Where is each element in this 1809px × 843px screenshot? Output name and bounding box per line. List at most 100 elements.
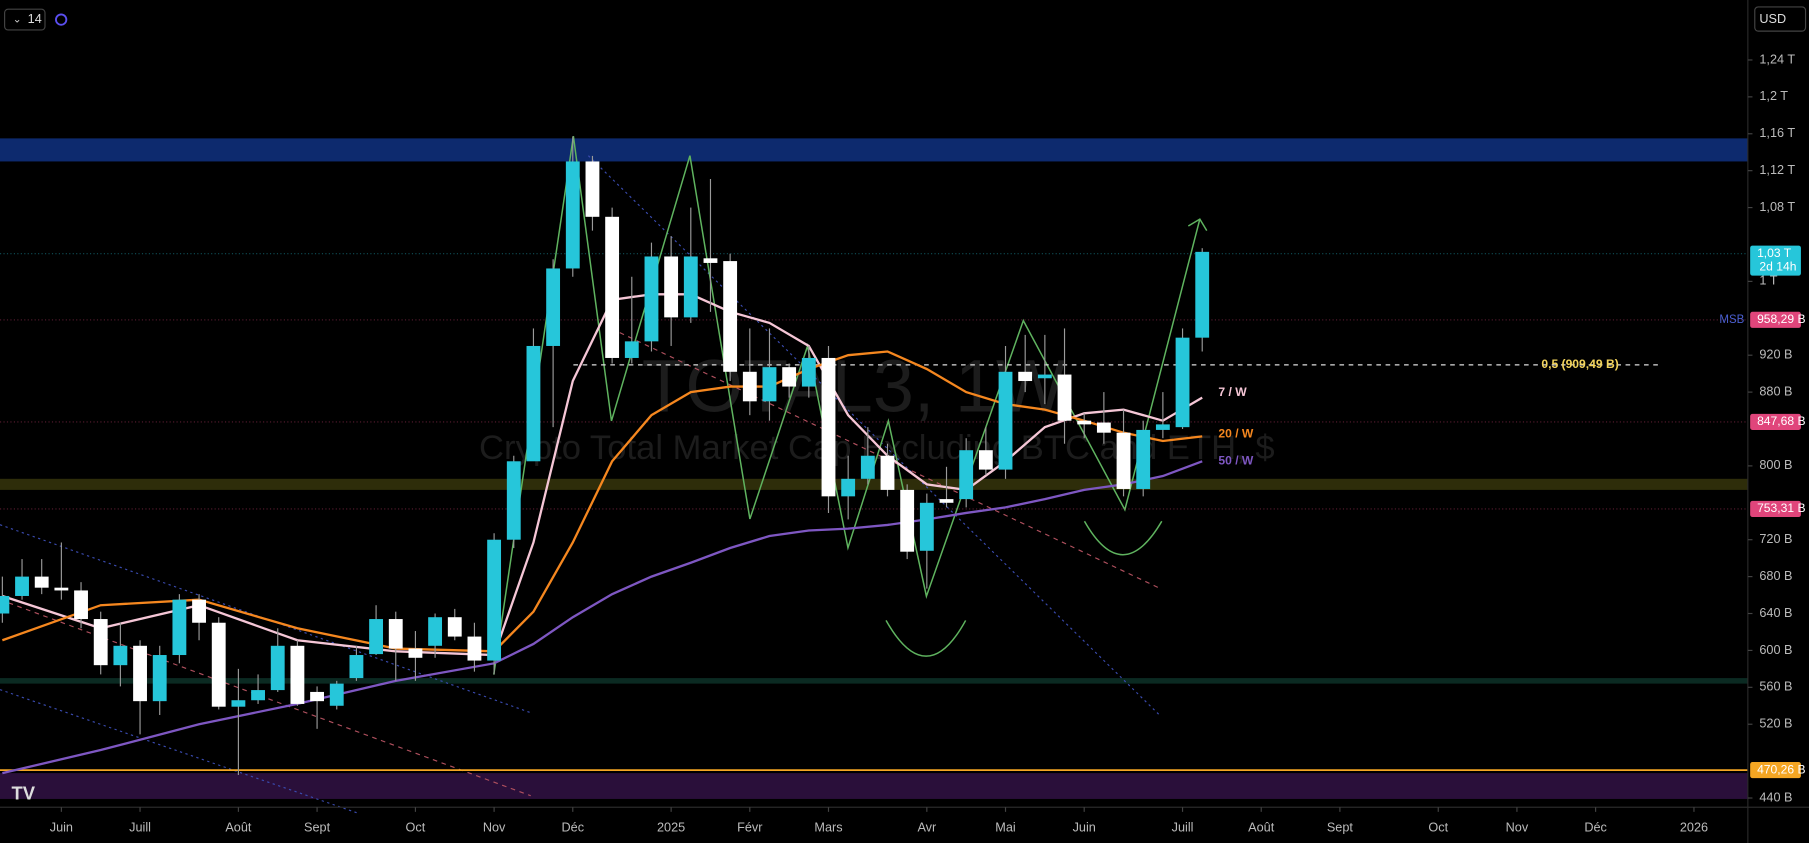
candle-body bbox=[349, 655, 364, 679]
currency-label[interactable]: USD bbox=[1759, 12, 1786, 26]
trend-line bbox=[0, 599, 531, 797]
x-tick-label: Déc bbox=[562, 820, 585, 834]
x-tick-label: Sept bbox=[1327, 820, 1354, 834]
levels bbox=[0, 253, 1748, 771]
candle-body bbox=[880, 455, 895, 490]
candle-body bbox=[1057, 374, 1072, 421]
x-tick-label: 2026 bbox=[1680, 820, 1708, 834]
candle-body bbox=[723, 261, 738, 372]
zone bbox=[0, 773, 1748, 799]
zone bbox=[0, 478, 1748, 490]
candle-body bbox=[526, 345, 541, 462]
interval-button[interactable] bbox=[4, 8, 46, 31]
candle-body bbox=[467, 636, 482, 661]
x-tick-label: Nov bbox=[483, 820, 506, 834]
candles bbox=[0, 136, 1210, 775]
arrow-head bbox=[1187, 218, 1208, 232]
candle-body bbox=[978, 450, 993, 470]
price-scale bbox=[1747, 0, 1809, 808]
x-tick-label: Mars bbox=[814, 820, 842, 834]
candle-body bbox=[742, 371, 757, 402]
y-tick-label: 880 B bbox=[1759, 384, 1792, 398]
level-label-box bbox=[1750, 500, 1801, 518]
candle-body bbox=[172, 599, 187, 656]
candle-body bbox=[290, 645, 305, 704]
watermark: TOTAL3, 1W bbox=[642, 345, 1066, 428]
watermark-subtitle: Crypto Total Market Cap Excluding BTC an… bbox=[479, 429, 1275, 467]
candle-body bbox=[74, 590, 88, 620]
y-tick-label: 520 B bbox=[1759, 717, 1792, 731]
x-tick-label: Juill bbox=[129, 820, 151, 834]
candle-body bbox=[664, 256, 679, 318]
candle-body bbox=[801, 357, 816, 387]
candle-body bbox=[821, 357, 836, 497]
candle-body bbox=[841, 478, 856, 497]
channel-line bbox=[587, 155, 1160, 716]
level-labels: 1,03 T2d 14h 958,29 B MSB 847,68 B 753,31 B 4… bbox=[1541, 245, 1806, 779]
candle-body bbox=[93, 619, 108, 666]
x-tick-label: 2025 bbox=[657, 820, 685, 834]
x-tick-label: Mai bbox=[995, 820, 1015, 834]
candle-body bbox=[192, 599, 206, 623]
candle-body bbox=[329, 683, 344, 706]
y-tick-label: 1,16 T bbox=[1759, 126, 1795, 140]
candle-body bbox=[959, 450, 974, 500]
candle-body bbox=[624, 341, 639, 358]
y-tick-label: 440 B bbox=[1759, 790, 1792, 804]
candle-body bbox=[565, 161, 580, 269]
x-tick-label: Juin bbox=[50, 820, 73, 834]
candle-body bbox=[54, 587, 69, 591]
candle-body bbox=[15, 576, 29, 596]
candle-body bbox=[585, 161, 600, 217]
candle-body bbox=[1037, 374, 1052, 379]
candle-body bbox=[683, 256, 698, 318]
candle-body bbox=[605, 216, 620, 358]
candle-body bbox=[860, 455, 875, 479]
level-sublabel: 2d 14h bbox=[1759, 260, 1796, 274]
y-tick-label: 1,2 T bbox=[1759, 89, 1788, 103]
y-tick-label: 680 B bbox=[1759, 569, 1792, 583]
channel-line bbox=[0, 524, 531, 714]
y-tick-label: 1,12 T bbox=[1759, 163, 1795, 177]
candle-body bbox=[152, 655, 167, 702]
candle-body bbox=[487, 539, 502, 661]
zones bbox=[0, 138, 1748, 799]
x-tick-label: Nov bbox=[1506, 820, 1529, 834]
candle-body bbox=[231, 700, 246, 707]
y-tick-label: 600 B bbox=[1759, 643, 1792, 657]
zone bbox=[0, 678, 1748, 684]
ma-label: 50 / W bbox=[1218, 453, 1254, 467]
candle-body bbox=[113, 645, 128, 666]
x-tick-label: Déc bbox=[1584, 820, 1607, 834]
interval-label[interactable]: 14 bbox=[28, 12, 42, 26]
candle-body bbox=[310, 691, 324, 702]
y-tick-label: 1,24 T bbox=[1759, 52, 1795, 66]
candle-body bbox=[1077, 420, 1092, 425]
candle-body bbox=[34, 576, 49, 588]
y-tick-label: 640 B bbox=[1759, 606, 1792, 620]
candle-body bbox=[1175, 337, 1190, 428]
level-label-box bbox=[1750, 413, 1801, 430]
x-tick-label: Oct bbox=[1428, 820, 1448, 834]
arc-drawing bbox=[885, 620, 967, 657]
ma-label: 7 / W bbox=[1218, 385, 1247, 399]
x-tick-label: Juin bbox=[1073, 820, 1096, 834]
x-tick-label: Août bbox=[1248, 820, 1275, 834]
candle-body bbox=[1018, 371, 1033, 382]
level-label: 847,68 B bbox=[1757, 414, 1805, 428]
x-tick-label: Août bbox=[225, 820, 252, 834]
ma-line bbox=[2, 460, 1203, 775]
y-tick-label: 560 B bbox=[1759, 680, 1792, 694]
level-label: 753,31 B bbox=[1757, 501, 1805, 515]
zone bbox=[0, 138, 1748, 162]
candle-body bbox=[388, 619, 403, 649]
refresh-icon[interactable] bbox=[55, 13, 68, 26]
candle-body bbox=[1136, 429, 1151, 489]
candle-body bbox=[428, 617, 443, 646]
candle-body bbox=[1116, 432, 1131, 489]
y-tick-label: 720 B bbox=[1759, 532, 1792, 546]
candle-body bbox=[506, 461, 521, 540]
currency-button[interactable] bbox=[1754, 6, 1807, 32]
